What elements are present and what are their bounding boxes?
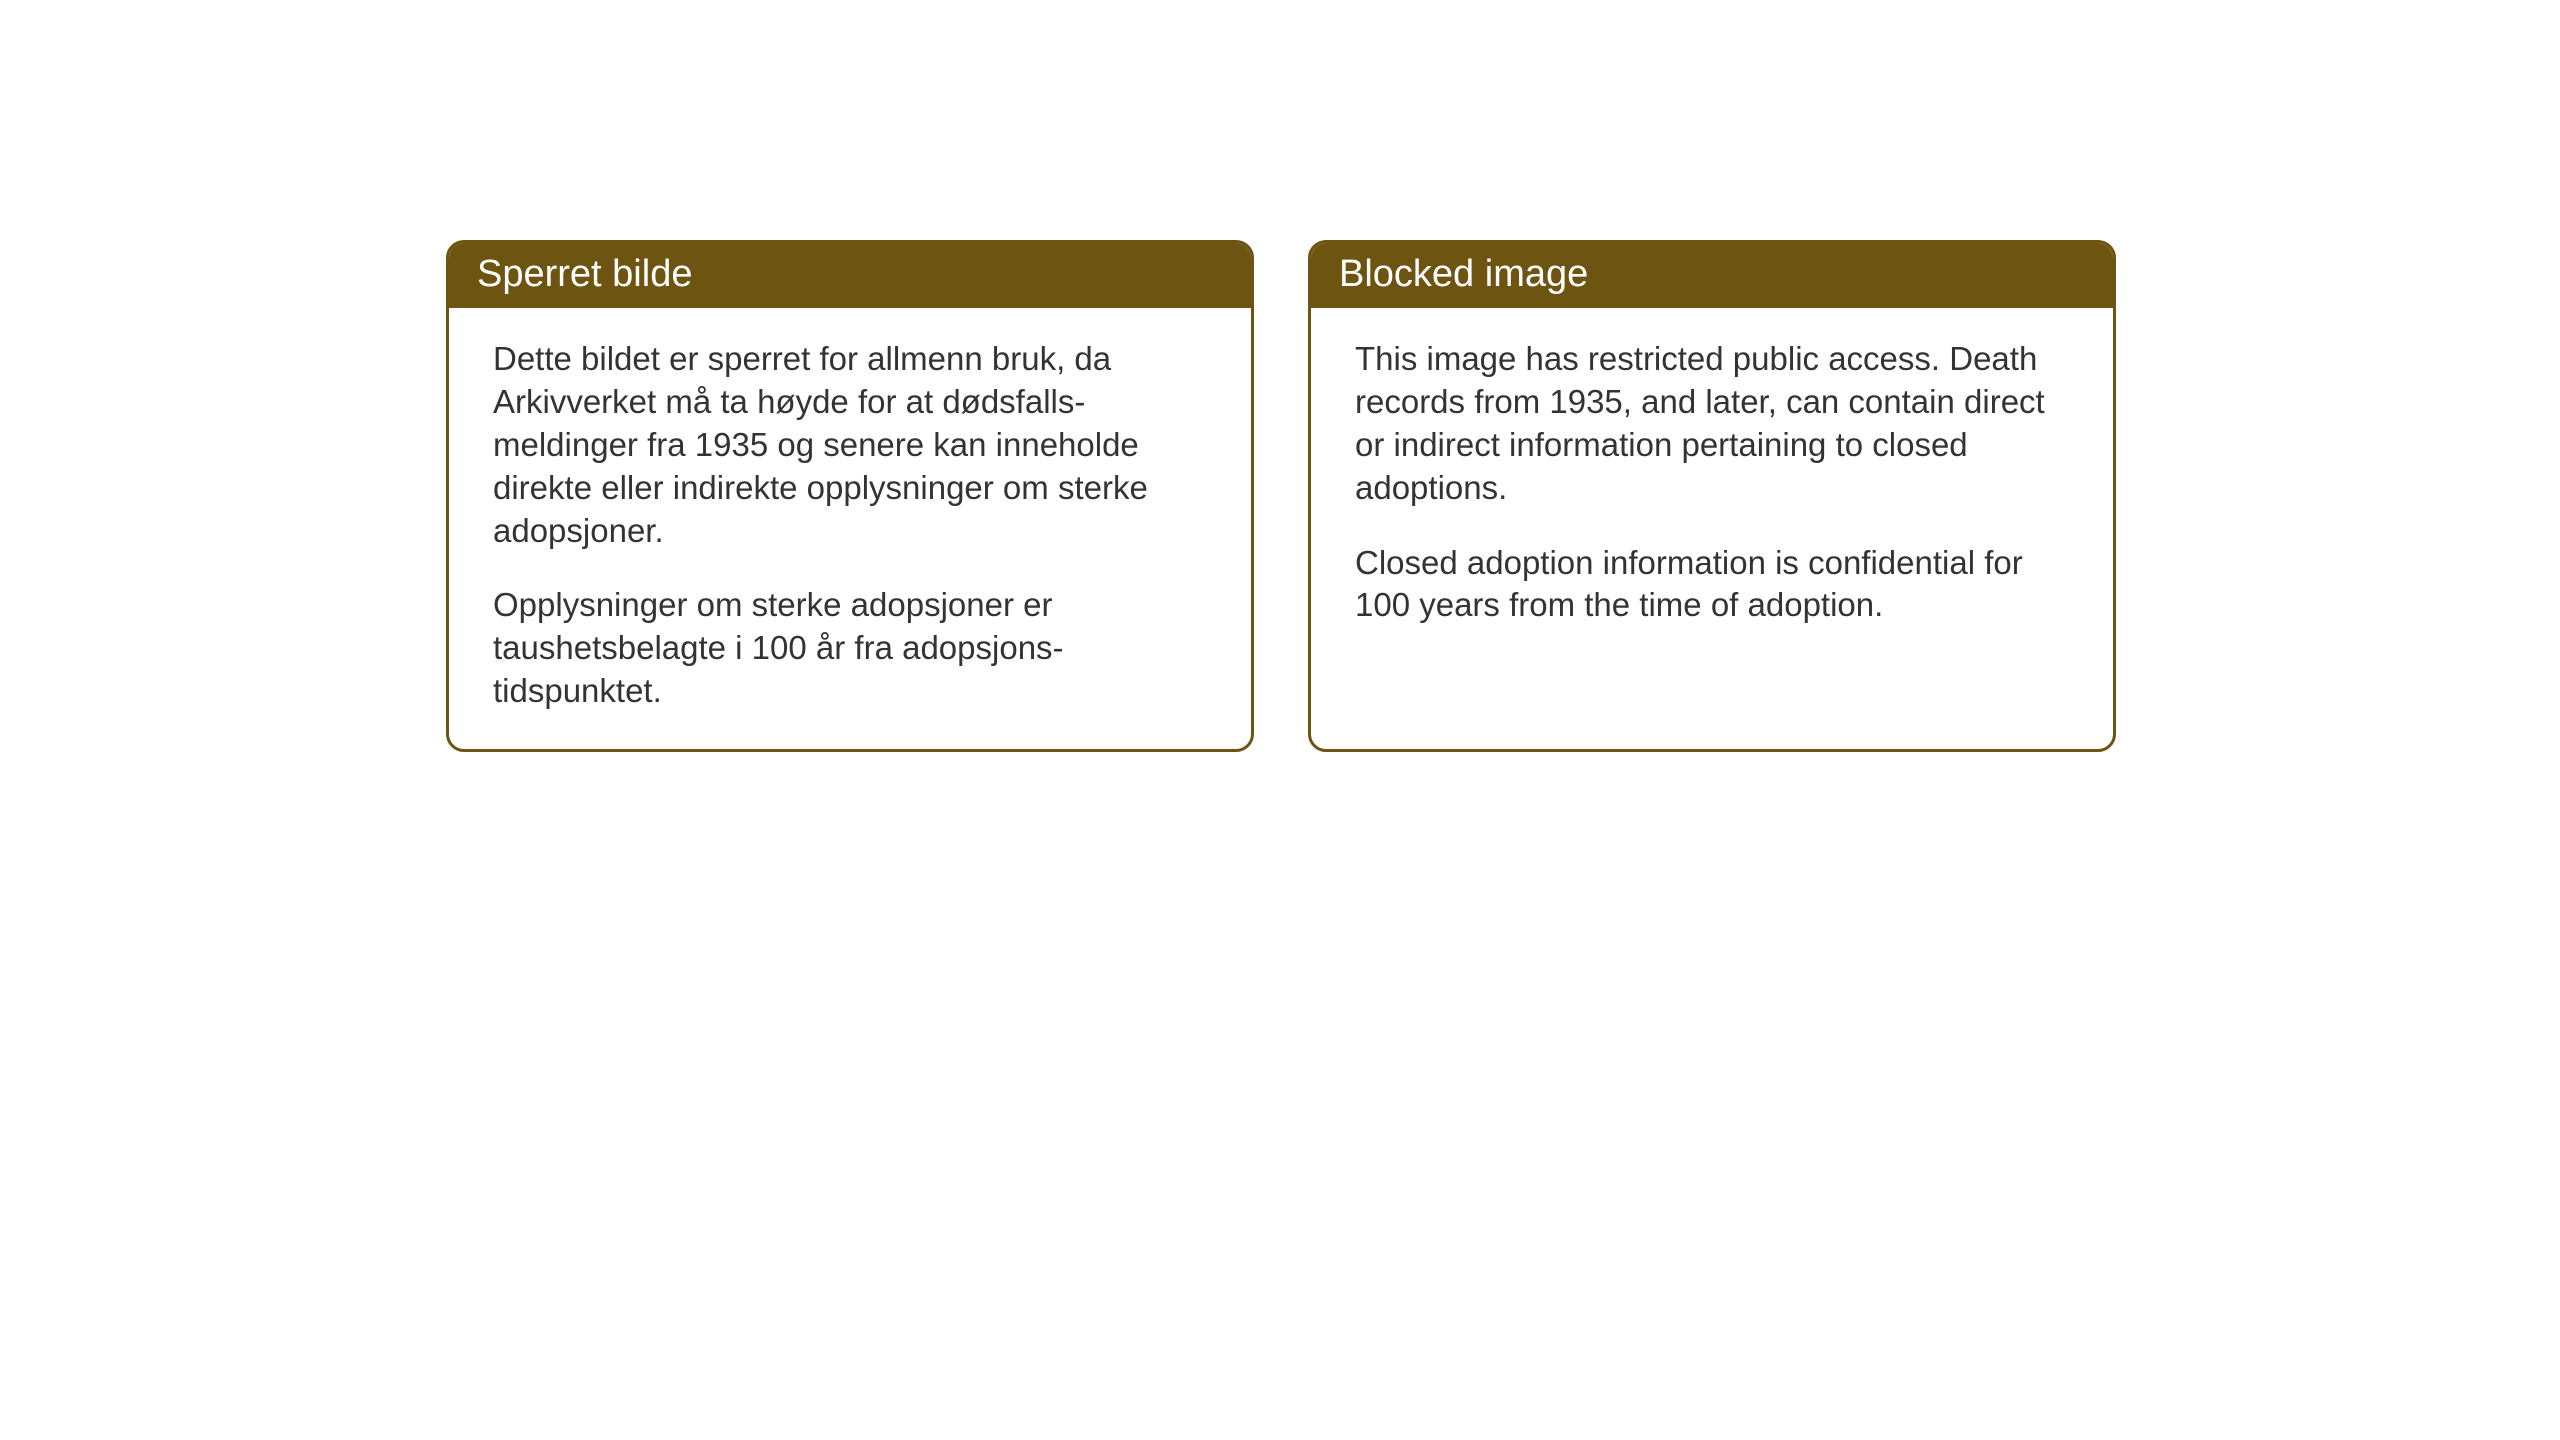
notice-box-norwegian: Sperret bilde Dette bildet er sperret fo… bbox=[446, 240, 1254, 752]
notice-container: Sperret bilde Dette bildet er sperret fo… bbox=[446, 240, 2116, 752]
notice-paragraph-1-norwegian: Dette bildet er sperret for allmenn bruk… bbox=[493, 338, 1207, 552]
notice-paragraph-2-norwegian: Opplysninger om sterke adopsjoner er tau… bbox=[493, 584, 1207, 713]
notice-body-english: This image has restricted public access.… bbox=[1311, 308, 2113, 663]
notice-body-norwegian: Dette bildet er sperret for allmenn bruk… bbox=[449, 308, 1251, 749]
notice-header-english: Blocked image bbox=[1311, 243, 2113, 308]
notice-paragraph-2-english: Closed adoption information is confident… bbox=[1355, 542, 2069, 628]
notice-paragraph-1-english: This image has restricted public access.… bbox=[1355, 338, 2069, 510]
notice-box-english: Blocked image This image has restricted … bbox=[1308, 240, 2116, 752]
notice-header-norwegian: Sperret bilde bbox=[449, 243, 1251, 308]
